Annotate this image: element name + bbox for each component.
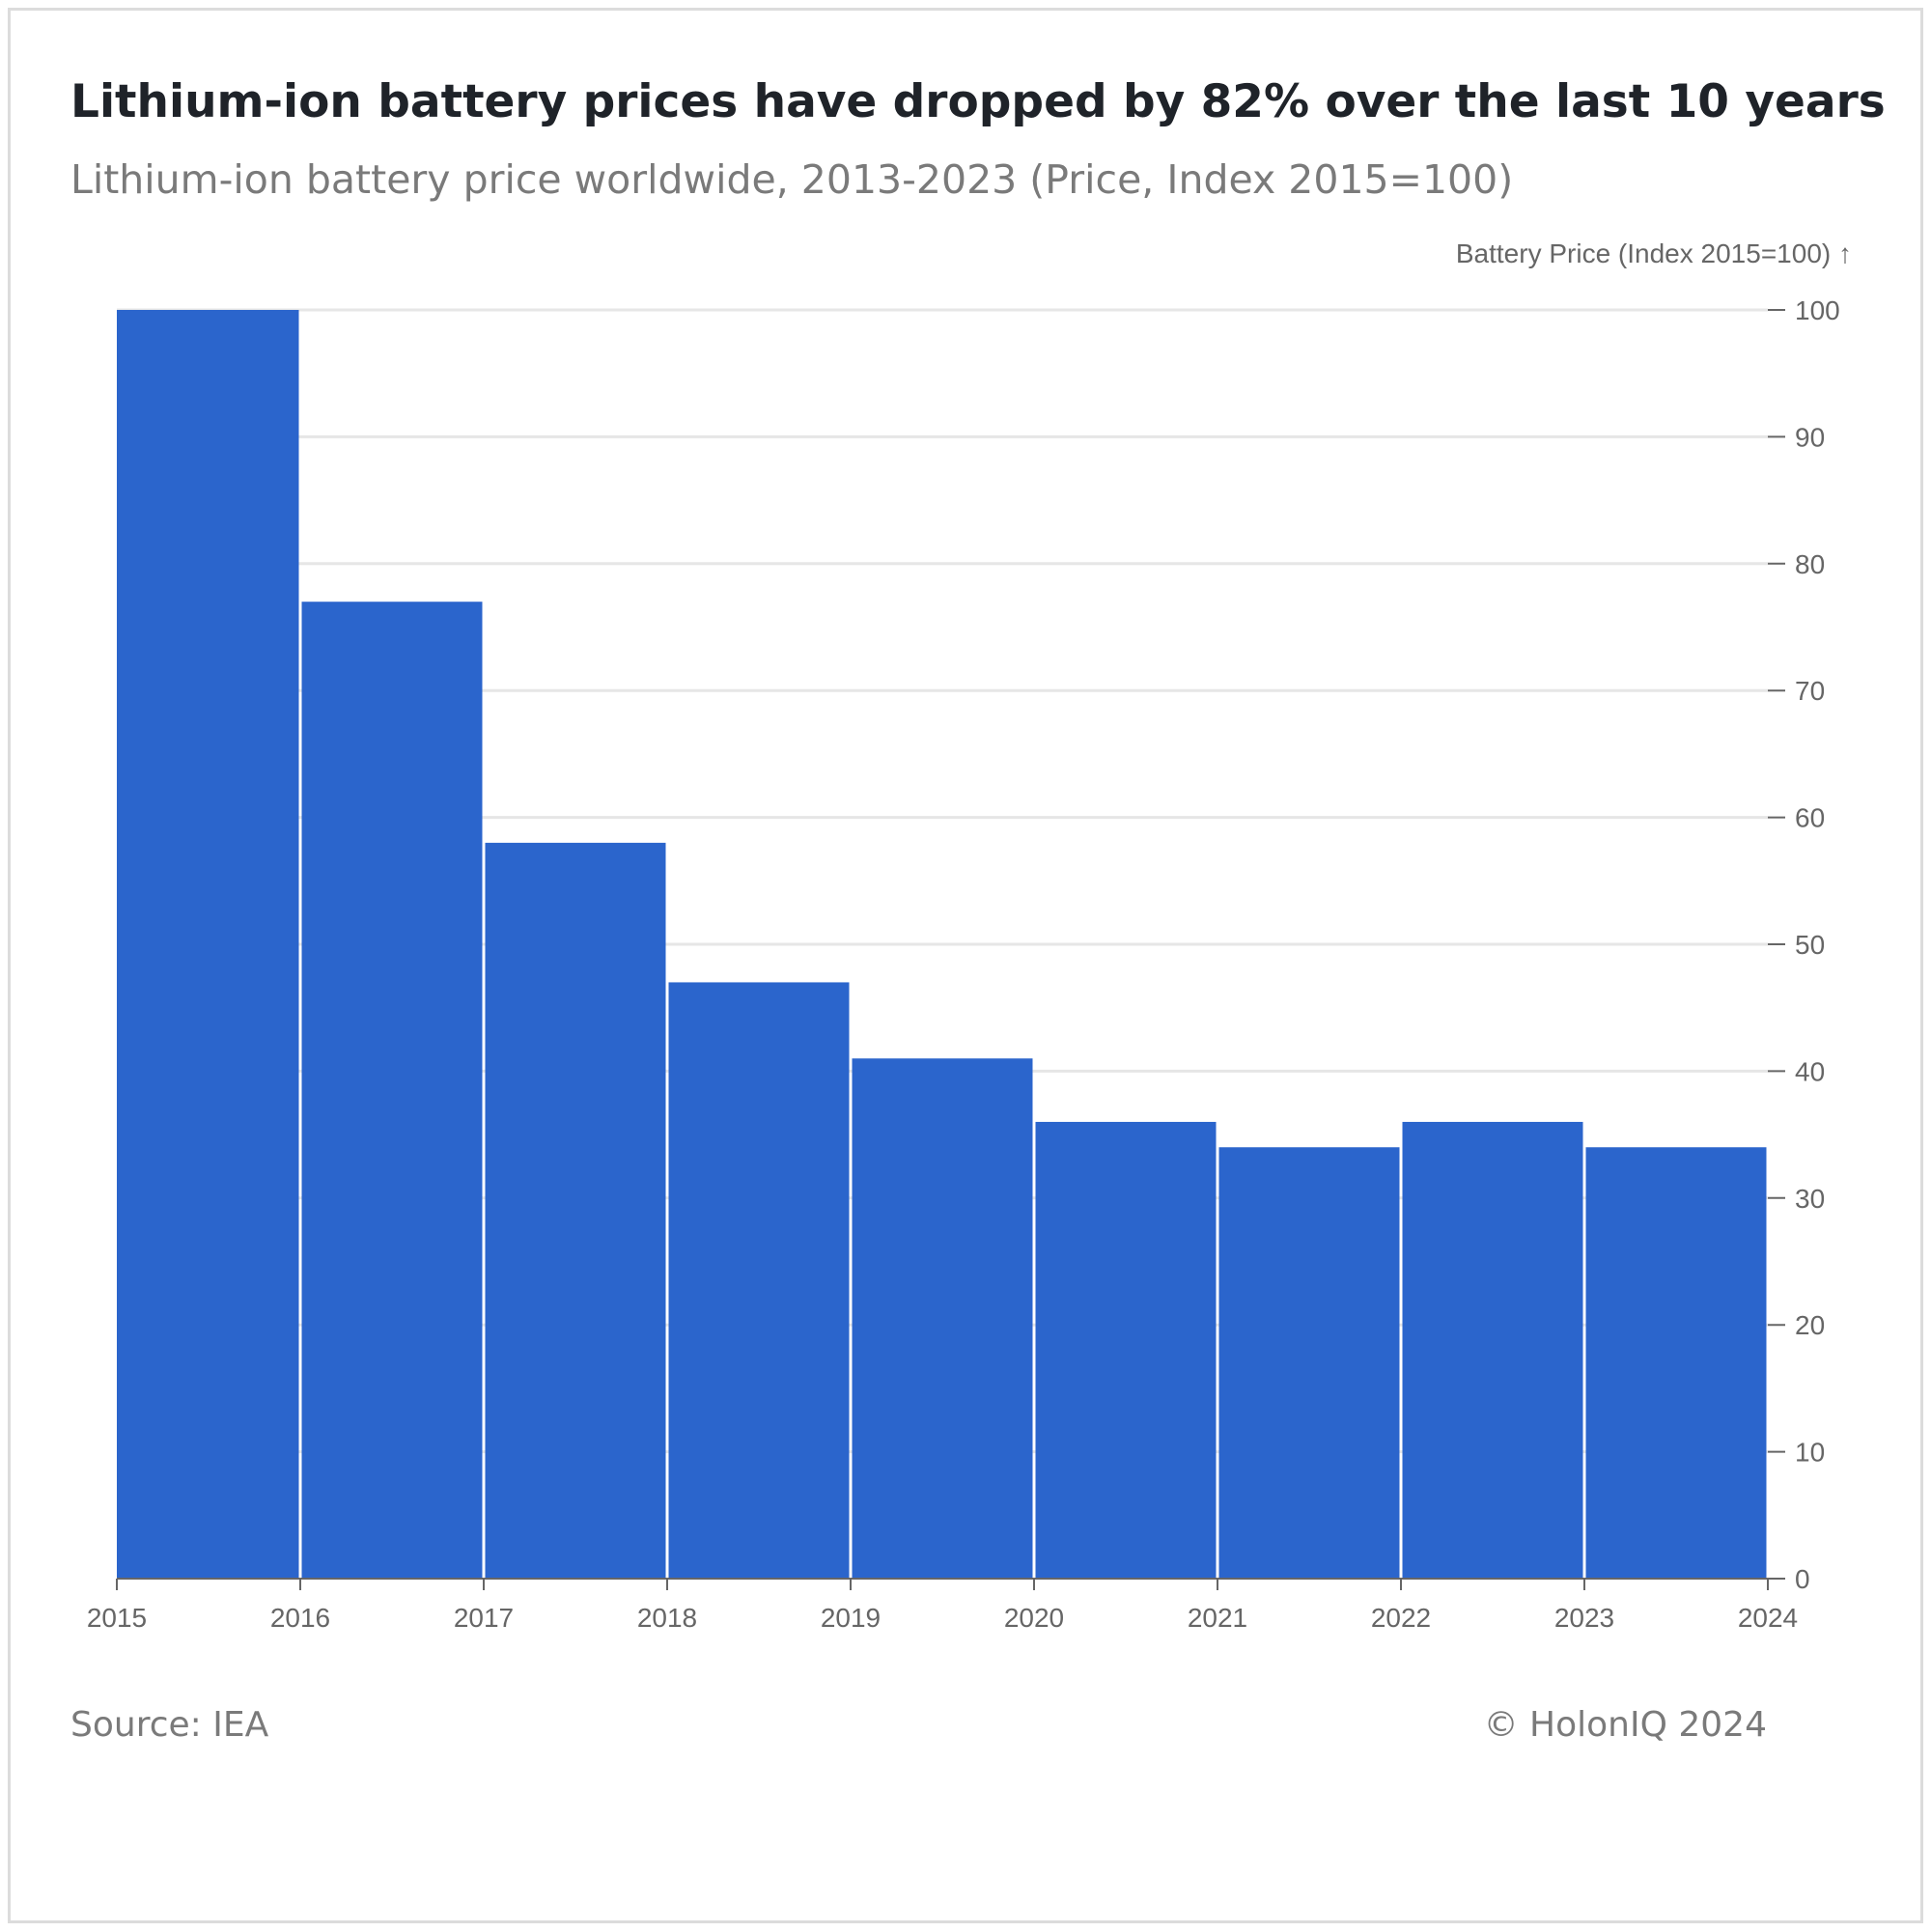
x-tick-label-2021: 2021 — [1188, 1603, 1247, 1633]
x-tick-label-2022: 2022 — [1371, 1603, 1431, 1633]
y-tick-label-90: 90 — [1795, 422, 1825, 452]
bar-2016 — [301, 602, 483, 1579]
source-note: Source: IEA — [70, 1705, 269, 1745]
y-axis-label: Battery Price (Index 2015=100) ↑ — [1456, 238, 1852, 268]
y-tick-label-80: 80 — [1795, 549, 1825, 579]
x-tick-label-2018: 2018 — [637, 1603, 697, 1633]
bar-2023 — [1585, 1147, 1767, 1579]
y-tick-label-40: 40 — [1795, 1056, 1825, 1086]
bar-2017 — [485, 842, 666, 1579]
y-tick-label-60: 60 — [1795, 803, 1825, 833]
bar-2015 — [117, 310, 299, 1579]
y-tick-label-50: 50 — [1795, 930, 1825, 960]
bar-2018 — [668, 982, 850, 1579]
y-tick-label-0: 0 — [1795, 1564, 1810, 1594]
bar-2020 — [1035, 1121, 1217, 1579]
bar-2019 — [852, 1058, 1033, 1579]
x-tick-label-2020: 2020 — [1004, 1603, 1064, 1633]
chart-subtitle: Lithium-ion battery price worldwide, 201… — [70, 156, 1514, 203]
x-tick-label-2017: 2017 — [454, 1603, 514, 1633]
bar-2022 — [1402, 1121, 1583, 1579]
bars — [117, 310, 1767, 1579]
x-tick-label-2015: 2015 — [87, 1603, 147, 1633]
y-tick-label-30: 30 — [1795, 1184, 1825, 1214]
y-tick-label-100: 100 — [1795, 295, 1840, 325]
x-tick-label-2016: 2016 — [270, 1603, 330, 1633]
axes: 0 10 20 30 40 50 60 70 80 90 100 2015 2016 2017 2018 20… — [87, 295, 1840, 1633]
y-tick-label-20: 20 — [1795, 1310, 1825, 1340]
chart-title: Lithium-ion battery prices have dropped … — [70, 75, 1886, 128]
x-tick-label-2019: 2019 — [821, 1603, 881, 1633]
x-tick-label-2023: 2023 — [1554, 1603, 1614, 1633]
y-tick-label-10: 10 — [1795, 1438, 1825, 1468]
x-tick-label-2024: 2024 — [1738, 1603, 1798, 1633]
y-tick-label-70: 70 — [1795, 676, 1825, 706]
bar-2021 — [1218, 1147, 1400, 1579]
copyright-note: © HolonIQ 2024 — [1483, 1705, 1767, 1745]
